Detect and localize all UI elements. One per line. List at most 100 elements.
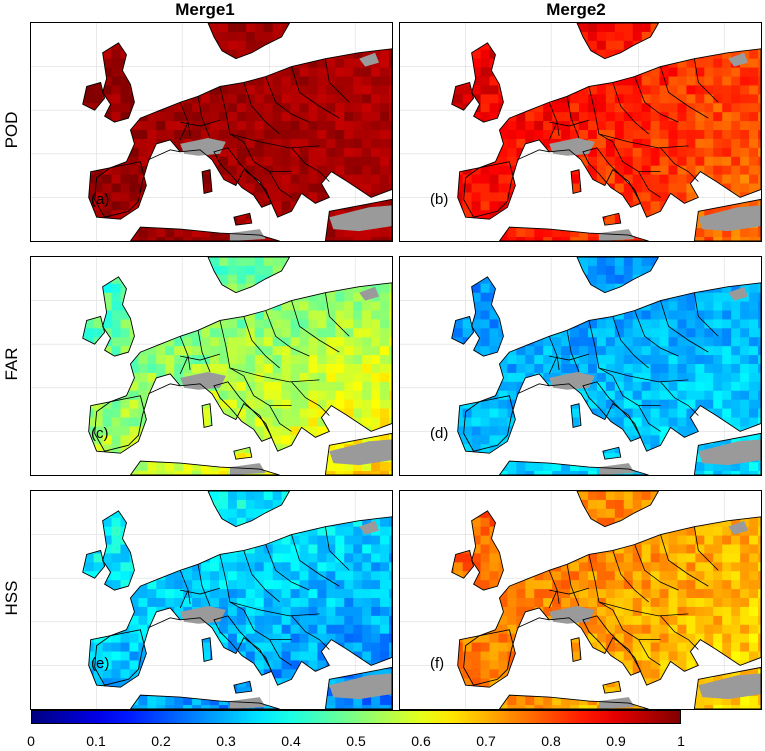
heatmap-cell bbox=[668, 49, 678, 60]
heatmap-cell bbox=[147, 399, 157, 410]
heatmap-cell bbox=[156, 201, 166, 211]
heatmap-cell bbox=[740, 130, 750, 140]
heatmap-cell bbox=[677, 337, 687, 347]
heatmap-cell bbox=[362, 228, 372, 238]
heatmap-cell bbox=[480, 417, 491, 427]
heatmap-cell bbox=[462, 274, 473, 285]
heatmap-cell bbox=[245, 274, 256, 285]
heatmap-cell bbox=[570, 364, 580, 374]
heatmap-cell bbox=[418, 228, 427, 237]
heatmap-cell bbox=[451, 121, 455, 131]
heatmap-cell bbox=[120, 355, 130, 365]
heatmap-cell bbox=[498, 40, 508, 51]
heatmap-cell bbox=[93, 491, 104, 501]
heatmap-cell bbox=[326, 399, 336, 410]
heatmap-cell bbox=[93, 580, 104, 590]
heatmap-cell bbox=[380, 562, 390, 572]
heatmap-cell bbox=[299, 319, 309, 329]
heatmap-cell bbox=[192, 390, 202, 401]
heatmap-cell bbox=[308, 426, 318, 436]
heatmap-cell bbox=[67, 418, 76, 427]
heatmap-cell bbox=[427, 121, 436, 130]
heatmap-cell bbox=[362, 76, 372, 86]
heatmap-cell bbox=[272, 399, 283, 410]
heatmap-cell bbox=[31, 471, 40, 475]
heatmap-cell bbox=[579, 310, 589, 320]
heatmap-cell bbox=[129, 23, 139, 33]
heatmap-cell bbox=[281, 85, 292, 95]
map-panel-d: (d) bbox=[399, 256, 762, 476]
heatmap-cell bbox=[507, 265, 517, 276]
heatmap-cell bbox=[192, 103, 202, 113]
heatmap-cell bbox=[272, 165, 283, 176]
heatmap-cell bbox=[605, 453, 616, 463]
heatmap-cell bbox=[641, 138, 652, 149]
heatmap-cell bbox=[525, 399, 535, 410]
heatmap-cell bbox=[236, 491, 247, 501]
heatmap-cell bbox=[129, 147, 139, 158]
heatmap-cell bbox=[317, 372, 327, 383]
heatmap-cell bbox=[308, 219, 318, 229]
heatmap-cell bbox=[49, 444, 58, 453]
heatmap-cell bbox=[471, 462, 482, 472]
heatmap-cell bbox=[380, 183, 390, 193]
heatmap-cell bbox=[758, 228, 761, 238]
heatmap-cell bbox=[58, 616, 67, 625]
heatmap-cell bbox=[254, 417, 265, 427]
heatmap-cell bbox=[344, 526, 354, 537]
heatmap-cell bbox=[436, 148, 445, 157]
heatmap-cell bbox=[740, 23, 750, 33]
heatmap-cell bbox=[67, 130, 76, 139]
heatmap-cell bbox=[192, 580, 202, 590]
heatmap-cell bbox=[740, 310, 750, 320]
heatmap-cell bbox=[668, 201, 678, 211]
heatmap-cell bbox=[570, 319, 580, 329]
heatmap-cell bbox=[120, 372, 130, 383]
heatmap-cell bbox=[380, 364, 390, 374]
heatmap-cell bbox=[165, 147, 175, 158]
heatmap-cell bbox=[722, 292, 732, 303]
heatmap-cell bbox=[659, 417, 670, 427]
heatmap-cell bbox=[543, 471, 553, 475]
heatmap-cell bbox=[156, 121, 166, 131]
heatmap-cell bbox=[93, 283, 104, 294]
heatmap-cell bbox=[362, 174, 372, 185]
heatmap-cell bbox=[534, 399, 544, 410]
heatmap-cell bbox=[290, 337, 301, 347]
heatmap-cell bbox=[380, 598, 390, 608]
heatmap-cell bbox=[299, 138, 309, 149]
country-border bbox=[549, 353, 590, 361]
heatmap-cell bbox=[713, 364, 723, 374]
heatmap-cell bbox=[686, 372, 696, 383]
heatmap-cell bbox=[400, 184, 409, 193]
heatmap-cell bbox=[111, 381, 122, 392]
country-border bbox=[660, 147, 699, 182]
heatmap-cell bbox=[353, 85, 363, 95]
heatmap-cell bbox=[147, 76, 157, 86]
heatmap-cell bbox=[605, 390, 616, 401]
heatmap-cell bbox=[695, 228, 705, 238]
heatmap-cell bbox=[335, 624, 345, 635]
heatmap-cell bbox=[534, 355, 544, 365]
heatmap-cell bbox=[371, 228, 381, 238]
heatmap-cell bbox=[371, 408, 381, 419]
heatmap-cell bbox=[489, 192, 499, 202]
heatmap-cell bbox=[129, 491, 139, 501]
heatmap-cell bbox=[659, 355, 670, 365]
heatmap-cell bbox=[371, 138, 381, 149]
heatmap-cell bbox=[436, 400, 445, 409]
heatmap-cell bbox=[380, 85, 390, 95]
heatmap-cell bbox=[84, 94, 95, 104]
heatmap-cell bbox=[263, 210, 274, 220]
heatmap-cell bbox=[49, 382, 58, 391]
heatmap-cell bbox=[525, 121, 535, 131]
column-title-merge2: Merge2 bbox=[546, 0, 606, 19]
heatmap-cell bbox=[82, 237, 86, 241]
heatmap-cell bbox=[561, 435, 571, 445]
heatmap-cell bbox=[409, 355, 418, 364]
heatmap-cell bbox=[272, 130, 283, 140]
heatmap-cell bbox=[362, 165, 372, 176]
heatmap-cell bbox=[156, 183, 166, 193]
heatmap-cell bbox=[389, 544, 392, 554]
heatmap-cell bbox=[281, 49, 292, 60]
